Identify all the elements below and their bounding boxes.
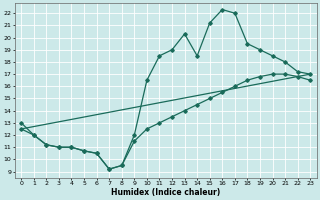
X-axis label: Humidex (Indice chaleur): Humidex (Indice chaleur) <box>111 188 220 197</box>
